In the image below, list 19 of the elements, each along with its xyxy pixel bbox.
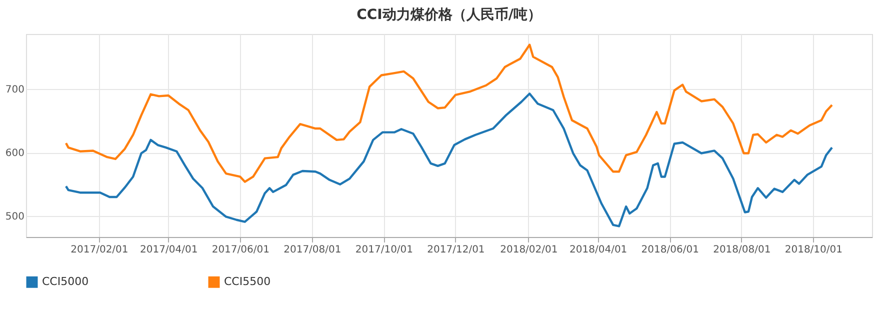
line-series <box>64 92 834 228</box>
x-tick-label: 2017/08/01 <box>284 244 342 256</box>
legend-label: CCI5000 <box>42 275 89 288</box>
y-tick-label: 700 <box>5 84 24 96</box>
x-tick-label: 2018/10/01 <box>784 244 842 256</box>
x-tick-label: 2018/02/01 <box>500 244 558 256</box>
y-tick-label: 500 <box>5 212 24 223</box>
x-tick-label: 2017/10/01 <box>355 244 414 256</box>
line-series <box>64 44 834 183</box>
legend-label: CCI5500 <box>224 275 271 288</box>
x-tick-label: 2017/02/01 <box>70 244 128 256</box>
x-tick-label: 2017/06/01 <box>212 244 270 256</box>
chart-title: CCI动力煤价格（人民币/吨） <box>356 6 542 23</box>
x-tick-label: 2018/04/01 <box>570 244 628 256</box>
x-tick-label: 2017/04/01 <box>140 244 198 256</box>
x-tick-label: 2017/12/01 <box>427 244 485 256</box>
y-tick-label: 600 <box>5 148 24 160</box>
x-tick-label: 2018/06/01 <box>641 244 699 256</box>
x-tick-label: 2018/08/01 <box>713 244 771 256</box>
